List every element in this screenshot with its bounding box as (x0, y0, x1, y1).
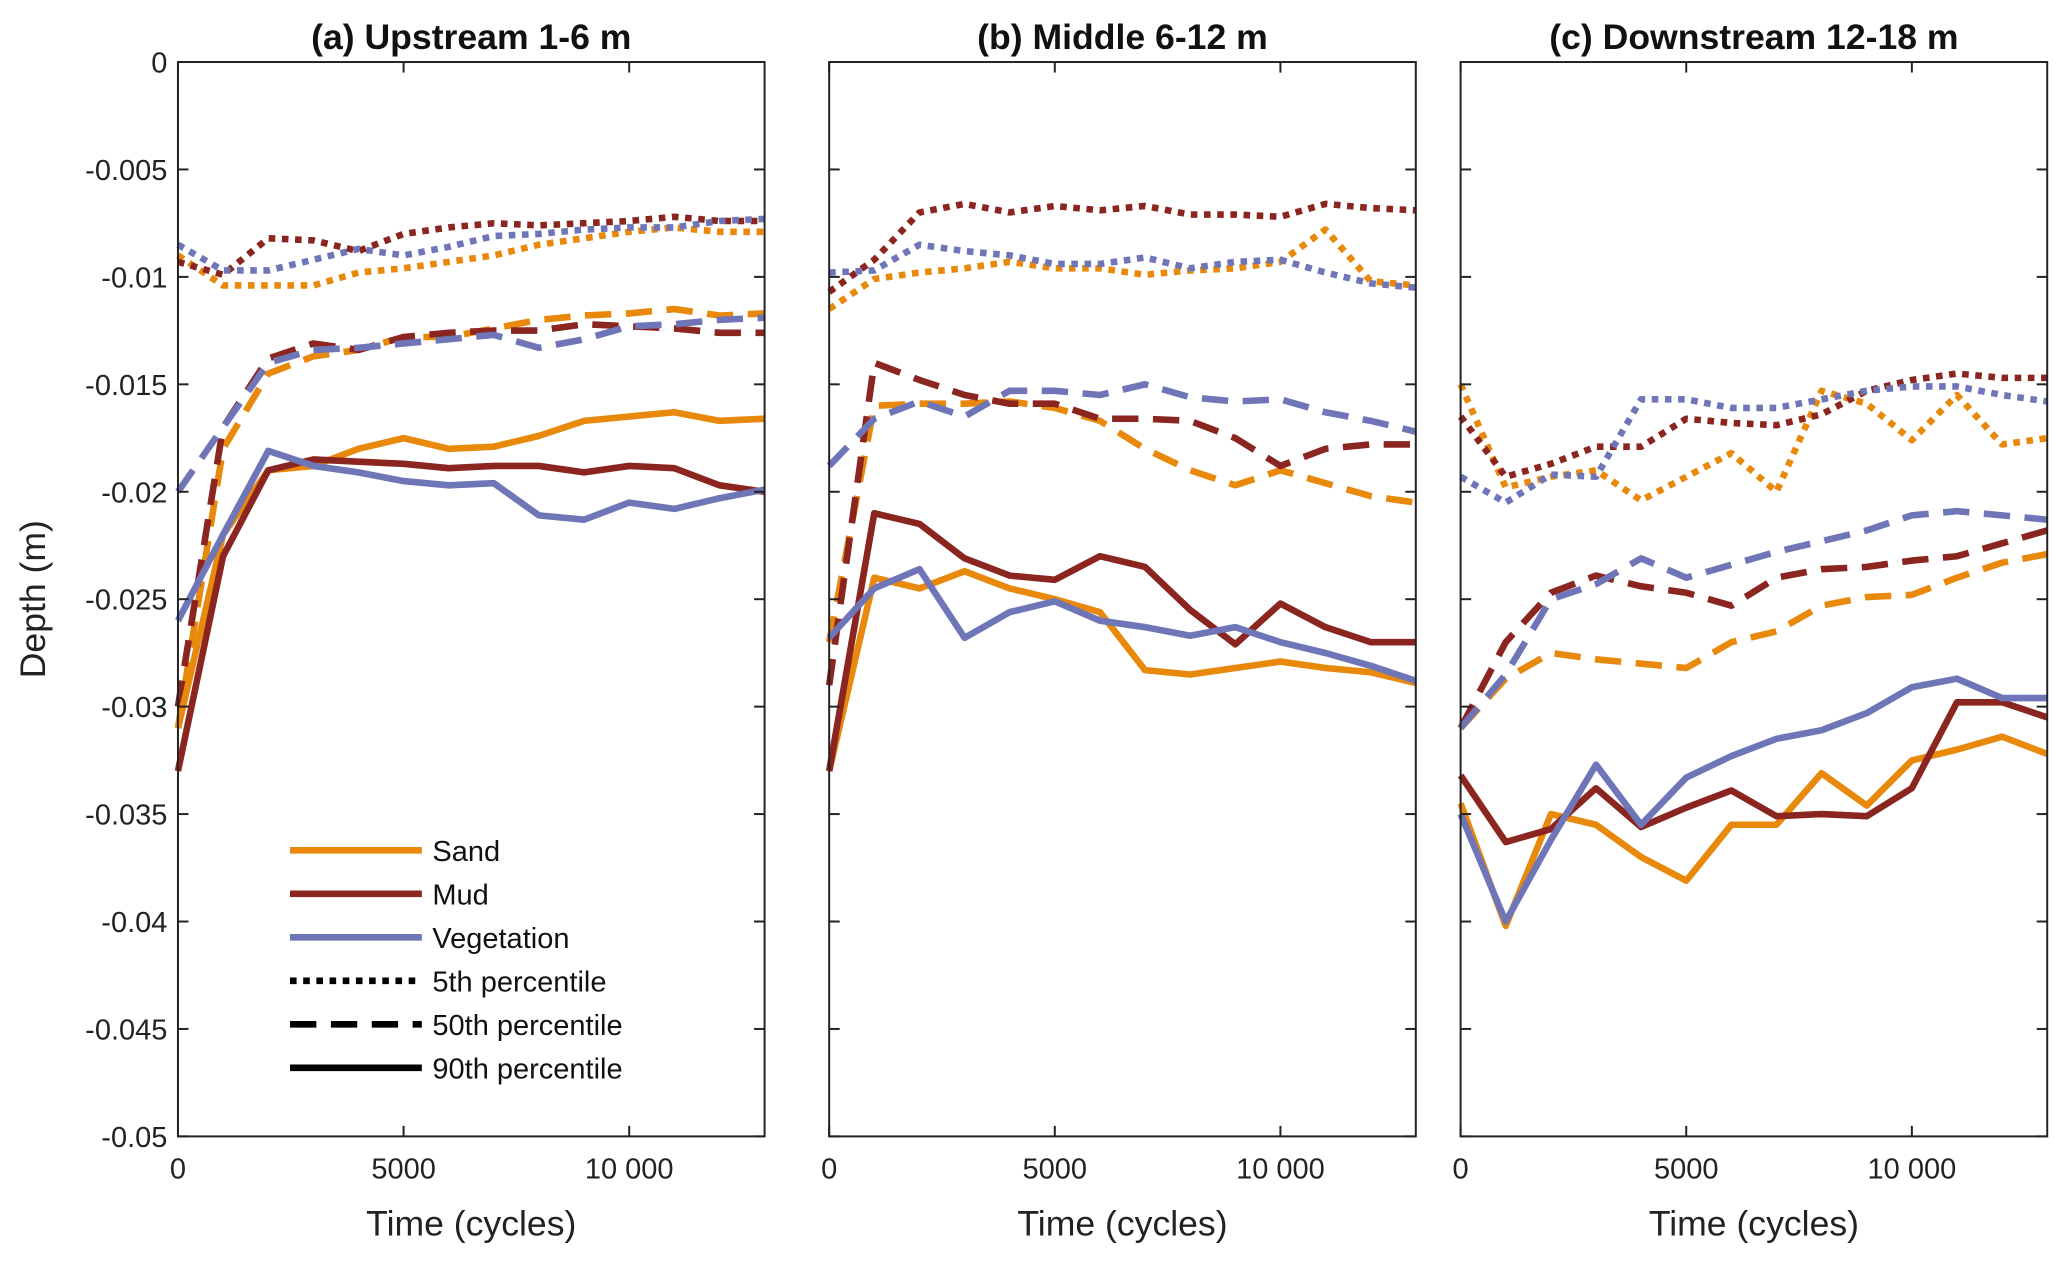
y-tick-label: -0.05 (101, 1122, 167, 1154)
axes-frame (1459, 61, 2049, 1138)
y-tick-label: 0 (151, 48, 167, 80)
series-line-sand-p50 (825, 398, 1417, 643)
x-axis-label: Time (cycles) (366, 1203, 576, 1243)
y-tick-label: -0.01 (101, 262, 167, 294)
series-line-vegetation-p50 (826, 381, 1417, 469)
series-line-mud-p50 (825, 359, 1416, 686)
y-tick-label: -0.03 (101, 692, 167, 724)
panel-title: (a) Upstream 1-6 m (311, 17, 631, 57)
series-line-mud-p90 (825, 509, 1416, 772)
series-line-mud-p50 (1457, 527, 2049, 730)
y-tick-label: -0.035 (85, 800, 167, 832)
panel-title: (c) Downstream 12-18 m (1549, 17, 1958, 57)
y-tick-label: -0.045 (85, 1014, 167, 1046)
series-line-sand-p5 (827, 226, 1417, 312)
legend-label: Mud (432, 879, 488, 911)
series-line-sand-p50 (174, 305, 765, 729)
series-line-sand-p5 (1457, 383, 2048, 504)
series-line-sand-p5 (176, 224, 765, 289)
legend-label: 5th percentile (432, 966, 606, 998)
series-line-vegetation-p5 (829, 241, 1417, 291)
series-line-vegetation-p5 (176, 215, 765, 274)
x-tick-label: 0 (1453, 1154, 1469, 1186)
x-axis-label: Time (cycles) (1017, 1203, 1227, 1243)
series-line-vegetation-p90 (1457, 675, 2048, 925)
x-axis-label: Time (cycles) (1649, 1203, 1859, 1243)
y-tick-label: -0.015 (85, 370, 167, 402)
series-line-vegetation-p90 (826, 565, 1417, 684)
series-line-vegetation-p5 (1458, 383, 2048, 506)
x-tick-label: 0 (170, 1154, 186, 1186)
series-line-sand-p90 (1457, 733, 2049, 930)
series-line-mud-p5 (1457, 370, 2048, 481)
legend-label: 50th percentile (432, 1010, 622, 1042)
x-tick-label: 10 000 (1868, 1154, 1957, 1186)
axes-frame (828, 61, 1417, 1138)
x-tick-label: 10 000 (1236, 1154, 1325, 1186)
y-axis-label: Depth (m) (13, 520, 53, 678)
y-tick-label: -0.025 (85, 585, 167, 617)
y-tick-label: -0.005 (85, 155, 167, 187)
series-line-mud-p90 (174, 456, 766, 772)
x-tick-label: 10 000 (585, 1154, 674, 1186)
panel-title: (b) Middle 6-12 m (977, 17, 1268, 57)
series-line-mud-p5 (177, 213, 765, 279)
y-tick-label: -0.04 (101, 907, 167, 939)
series-line-sand-p50 (1458, 550, 2048, 731)
series-line-vegetation-p50 (1458, 507, 2048, 731)
x-tick-label: 5000 (1023, 1154, 1088, 1186)
y-tick-label: -0.02 (101, 477, 167, 509)
legend-label: 90th percentile (432, 1053, 622, 1085)
series-line-vegetation-p90 (175, 447, 766, 623)
x-tick-label: 5000 (1654, 1154, 1719, 1186)
series-line-sand-p90 (825, 567, 1417, 772)
series-line-vegetation-p50 (175, 314, 765, 494)
x-tick-label: 0 (821, 1154, 837, 1186)
legend-label: Sand (432, 836, 500, 868)
legend-label: Vegetation (432, 923, 569, 955)
series-line-mud-p50 (174, 320, 765, 708)
x-tick-label: 5000 (371, 1154, 436, 1186)
